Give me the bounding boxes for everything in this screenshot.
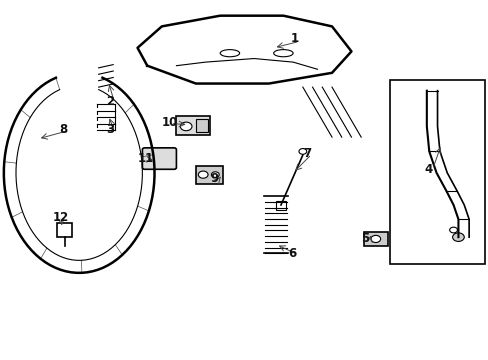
Text: 5: 5 bbox=[361, 233, 369, 246]
Bar bbox=[363, 232, 387, 246]
Circle shape bbox=[370, 235, 380, 243]
Circle shape bbox=[449, 227, 457, 233]
Text: 8: 8 bbox=[60, 123, 68, 136]
FancyBboxPatch shape bbox=[142, 148, 176, 169]
Circle shape bbox=[298, 149, 306, 154]
Text: 10: 10 bbox=[162, 116, 178, 129]
Text: 7: 7 bbox=[302, 147, 310, 160]
Text: 9: 9 bbox=[210, 172, 218, 185]
Bar bbox=[196, 119, 207, 132]
Text: 12: 12 bbox=[52, 211, 68, 224]
Text: 3: 3 bbox=[106, 123, 114, 136]
Text: 1: 1 bbox=[290, 32, 298, 45]
Bar bbox=[57, 223, 72, 237]
Circle shape bbox=[211, 172, 219, 177]
Circle shape bbox=[180, 122, 192, 131]
Text: 2: 2 bbox=[106, 95, 114, 108]
Bar bbox=[389, 80, 484, 264]
Circle shape bbox=[198, 171, 207, 178]
Bar bbox=[176, 116, 210, 135]
Text: 11: 11 bbox=[137, 152, 153, 165]
Text: 4: 4 bbox=[424, 163, 432, 176]
Text: 6: 6 bbox=[287, 247, 296, 260]
Bar bbox=[276, 202, 285, 210]
Bar bbox=[196, 166, 222, 184]
Circle shape bbox=[452, 233, 463, 242]
